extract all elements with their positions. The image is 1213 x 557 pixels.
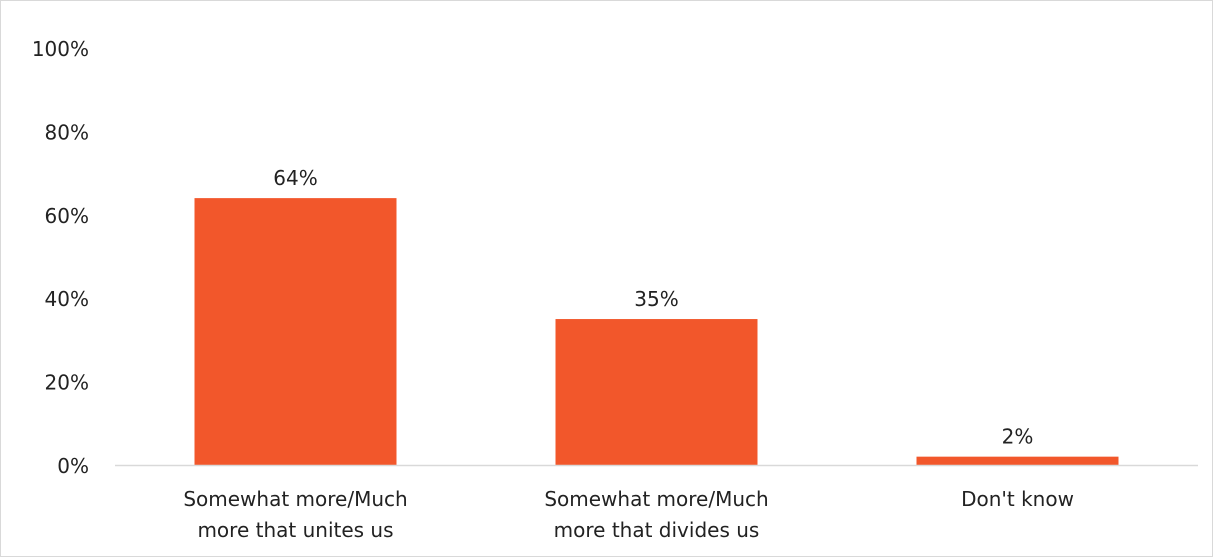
category-label: Somewhat more/Much	[183, 487, 407, 511]
category-label: more that unites us	[197, 518, 393, 542]
y-tick-label: 80%	[45, 120, 89, 144]
data-label: 2%	[1002, 425, 1034, 449]
category-label: Somewhat more/Much	[544, 487, 768, 511]
data-label: 35%	[634, 287, 678, 311]
y-tick-label: 20%	[45, 371, 89, 395]
category-label: more that divides us	[554, 518, 760, 542]
y-tick-label: 100%	[32, 37, 89, 61]
bars	[194, 198, 1119, 465]
category-label: Don't know	[961, 487, 1074, 511]
category-labels: Somewhat more/Much more that unites us Som…	[183, 487, 1074, 542]
data-label: 64%	[273, 166, 317, 190]
y-tick-label: 0%	[57, 454, 89, 478]
y-tick-label: 60%	[45, 204, 89, 228]
bar	[555, 319, 758, 465]
bar	[916, 456, 1119, 465]
data-labels: 64% 35% 2%	[273, 166, 1033, 449]
bar	[194, 198, 397, 465]
y-tick-label: 40%	[45, 287, 89, 311]
y-axis-tick-labels: 0% 20% 40% 60% 80% 100%	[32, 37, 89, 478]
